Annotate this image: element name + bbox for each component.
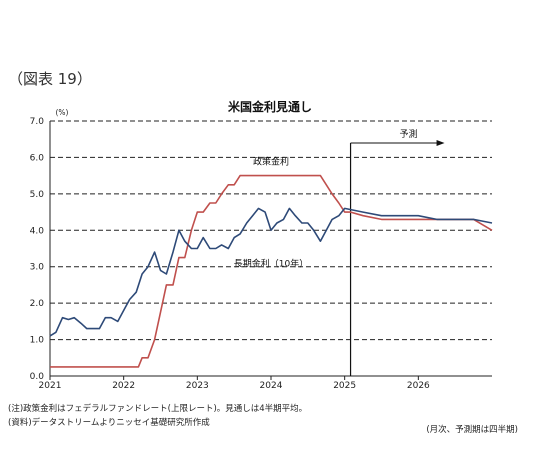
y-tick-label: 0.0 <box>30 372 45 382</box>
x-tick-label: 2021 <box>39 381 62 391</box>
x-tick-label: 2022 <box>112 381 135 391</box>
y-tick-label: 6.0 <box>30 153 45 163</box>
y-axis-unit: (%) <box>56 108 69 117</box>
footnote-source: (資料)データストリームよりニッセイ基礎研究所作成 <box>8 418 210 428</box>
forecast-label: 予測 <box>400 128 418 140</box>
x-tick-label: 2026 <box>407 381 430 391</box>
series-line-policy-rate <box>50 174 493 368</box>
axes: 0.0 1.0 2.0 3.0 4.0 5.0 6.0 7.0 (%) 2021 2022 2023 2… <box>30 108 492 391</box>
series-line-long-rate <box>49 207 493 337</box>
annotation-policy-rate: 政策金利 <box>253 156 289 168</box>
chart-title: 米国金利見通し <box>227 100 312 114</box>
x-tick-label: 2024 <box>260 381 283 391</box>
forecast-arrow-head <box>436 140 445 146</box>
y-tick-label: 7.0 <box>30 117 45 127</box>
y-tick-label: 5.0 <box>30 190 45 200</box>
y-tick-label: 2.0 <box>30 299 45 309</box>
y-tick-label: 3.0 <box>30 263 45 273</box>
y-tick-label: 1.0 <box>30 336 45 346</box>
series-lines <box>49 174 493 368</box>
footnote-note: (注)政策金利はフェデラルファンドレート(上限レート)。見通しは4半期平均。 <box>8 404 308 414</box>
grid-lines <box>50 120 492 341</box>
figure-label: （図表 19） <box>8 70 92 88</box>
footnote-period: (月次、予測期は四半期) <box>426 425 518 435</box>
annotation-long-rate: 長期金利（10年） <box>234 258 308 270</box>
x-tick-label: 2023 <box>186 381 209 391</box>
y-tick-label: 4.0 <box>30 226 45 236</box>
line-chart: 0.0 1.0 2.0 3.0 4.0 5.0 6.0 7.0 (%) 2021 2022 2023 2… <box>30 108 493 391</box>
x-tick-label: 2025 <box>333 381 356 391</box>
